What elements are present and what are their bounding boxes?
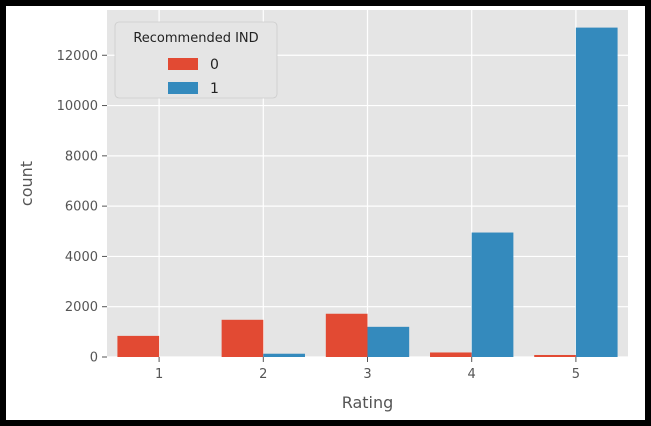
y-tick-label: 2000 xyxy=(65,300,98,315)
y-axis-ticks: 0 2000 4000 6000 8000 10000 12000 xyxy=(57,49,107,366)
x-tick-label: 1 xyxy=(155,367,163,382)
bars xyxy=(117,27,618,358)
bar-rating-2-series-1 xyxy=(263,353,305,357)
legend-label-0: 0 xyxy=(210,57,219,73)
y-axis-title: count xyxy=(17,161,36,206)
y-tick-label: 6000 xyxy=(65,200,98,215)
bar-rating-3-series-0 xyxy=(325,313,368,357)
bar-rating-4-series-1 xyxy=(471,232,514,357)
bar-rating-3-series-1 xyxy=(367,326,410,357)
legend-title: Recommended IND xyxy=(133,31,258,46)
legend: Recommended IND 01 xyxy=(114,21,278,99)
bar-rating-5-series-0 xyxy=(534,354,576,357)
x-tick-label: 2 xyxy=(259,367,267,382)
x-tick-label: 5 xyxy=(572,367,580,382)
chart-figure: 1 2 3 4 5 0 2000 4000 6000 8000 10000 12000 Rating… xyxy=(6,6,645,420)
y-tick-label: 8000 xyxy=(65,149,98,164)
x-axis-ticks: 1 2 3 4 5 xyxy=(155,357,580,382)
bar-rating-4-series-0 xyxy=(430,352,472,357)
y-tick-label: 0 xyxy=(90,351,98,366)
y-tick-label: 10000 xyxy=(57,99,98,114)
x-tick-label: 4 xyxy=(468,367,476,382)
legend-swatch-1 xyxy=(168,82,198,94)
y-tick-label: 12000 xyxy=(57,49,98,64)
bar-rating-2-series-0 xyxy=(221,319,264,357)
bar-rating-5-series-1 xyxy=(575,27,618,358)
x-axis-title: Rating xyxy=(342,393,394,412)
legend-swatch-0 xyxy=(168,58,198,70)
y-tick-label: 4000 xyxy=(65,250,98,265)
bar-rating-1-series-0 xyxy=(117,335,160,357)
x-tick-label: 3 xyxy=(363,367,371,382)
legend-entries: 01 xyxy=(168,57,219,97)
bar-chart: 1 2 3 4 5 0 2000 4000 6000 8000 10000 12000 Rating… xyxy=(17,10,628,412)
legend-label-1: 1 xyxy=(210,81,219,97)
